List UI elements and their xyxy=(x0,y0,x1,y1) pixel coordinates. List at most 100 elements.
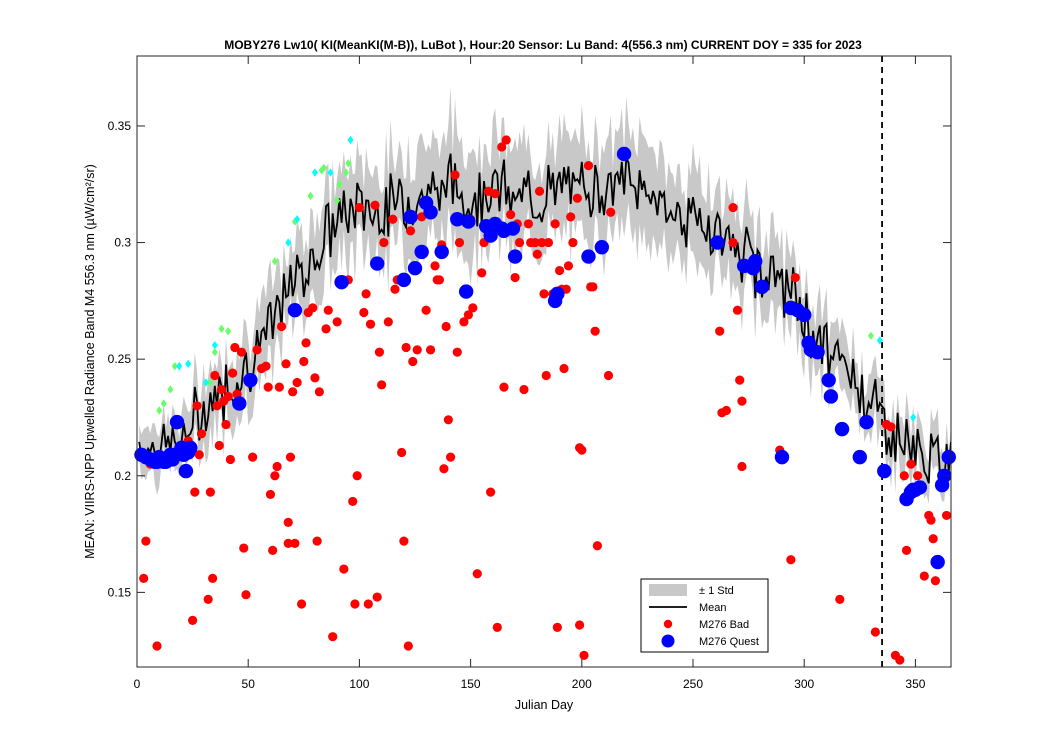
data-point-bad xyxy=(296,599,307,609)
data-point-bad xyxy=(270,471,280,481)
data-point-extra xyxy=(211,340,218,350)
data-point-bad xyxy=(472,569,482,579)
data-point-quest xyxy=(334,275,349,290)
data-point-bad xyxy=(408,356,418,367)
data-point-bad xyxy=(732,305,743,315)
data-point-quest xyxy=(550,286,565,302)
data-point-bad xyxy=(506,209,516,220)
legend: ± 1 Std Mean M276 Bad M276 Quest xyxy=(640,578,769,653)
data-point-bad xyxy=(552,622,562,632)
data-point-bad xyxy=(308,303,318,313)
legend-label: ± 1 Std xyxy=(699,585,734,597)
data-point-bad xyxy=(203,594,213,604)
data-point-extra xyxy=(343,168,350,177)
data-point-bad xyxy=(559,363,569,374)
data-point-bad xyxy=(354,202,365,213)
data-point-quest xyxy=(183,440,198,455)
data-point-extra xyxy=(347,135,354,145)
data-point-quest xyxy=(178,463,194,479)
data-point-bad xyxy=(312,536,322,546)
data-point-bad xyxy=(397,447,407,458)
data-point-quest xyxy=(414,244,429,260)
data-point-bad xyxy=(439,464,449,474)
data-point-bad xyxy=(554,265,565,276)
data-point-quest xyxy=(423,205,438,220)
data-point-extra xyxy=(167,385,174,394)
data-point-bad xyxy=(350,599,360,609)
data-point-bad xyxy=(225,454,236,465)
data-point-bad xyxy=(534,186,545,196)
data-point-bad xyxy=(468,303,478,313)
data-point-quest xyxy=(232,396,247,411)
x-tick-label: 350 xyxy=(905,677,925,691)
data-point-bad xyxy=(443,415,453,425)
data-point-bad xyxy=(421,305,431,315)
data-point-quest xyxy=(821,372,836,388)
points-layer xyxy=(134,135,956,665)
data-point-bad xyxy=(152,641,162,651)
data-point-quest xyxy=(461,214,476,229)
legend-bad-swatch xyxy=(663,619,673,629)
data-point-bad xyxy=(715,326,725,336)
data-point-bad xyxy=(492,622,502,632)
data-point-extra xyxy=(867,331,874,341)
data-point-quest xyxy=(748,254,763,269)
data-point-extra xyxy=(294,215,301,224)
y-tick-label: 0.3 xyxy=(114,236,131,250)
data-point-bad xyxy=(499,382,509,392)
data-point-bad xyxy=(441,321,451,332)
data-point-bad xyxy=(285,452,296,462)
data-point-bad xyxy=(321,324,331,334)
data-point-quest xyxy=(710,235,725,250)
data-point-bad xyxy=(583,161,594,171)
data-point-bad xyxy=(192,401,202,411)
data-point-quest xyxy=(407,261,423,276)
data-point-bad xyxy=(272,461,282,472)
data-point-quest xyxy=(581,249,596,264)
data-point-bad xyxy=(588,282,598,292)
y-tick-label: 0.35 xyxy=(108,119,132,133)
data-point-quest xyxy=(396,272,412,288)
data-point-bad xyxy=(236,347,247,357)
data-point-bad xyxy=(210,370,220,381)
data-point-extra xyxy=(202,378,209,387)
data-point-quest xyxy=(483,228,498,243)
data-point-bad xyxy=(425,345,436,355)
data-point-bad xyxy=(359,307,369,318)
data-point-bad xyxy=(281,359,291,369)
data-point-extra xyxy=(320,163,327,173)
data-point-bad xyxy=(190,487,200,497)
data-point-bad xyxy=(361,289,371,299)
data-point-bad xyxy=(928,534,938,544)
data-point-bad xyxy=(348,496,358,507)
data-point-bad xyxy=(523,219,534,229)
data-point-bad xyxy=(895,655,905,665)
data-point-bad xyxy=(403,641,413,651)
y-tick-label: 0.2 xyxy=(114,469,131,483)
data-point-bad xyxy=(405,226,416,236)
data-point-bad xyxy=(543,237,554,248)
data-point-bad xyxy=(486,487,496,497)
data-point-bad xyxy=(139,573,149,583)
data-point-bad xyxy=(314,387,324,397)
data-point-bad xyxy=(550,219,560,229)
data-point-bad xyxy=(274,382,284,392)
data-point-bad xyxy=(141,536,151,546)
data-point-bad xyxy=(737,461,747,472)
data-point-bad xyxy=(261,361,271,371)
legend-std-swatch xyxy=(649,584,687,596)
y-axis-label: MEAN: VIIRS-NPP Upwelled Radiance Band M… xyxy=(83,164,97,559)
data-point-bad xyxy=(930,576,941,586)
data-point-quest xyxy=(505,221,521,236)
data-point-bad xyxy=(606,207,616,217)
data-point-quest xyxy=(616,146,632,162)
data-point-extra xyxy=(285,238,292,247)
data-point-bad xyxy=(728,202,738,213)
data-point-bad xyxy=(263,382,273,392)
data-point-bad xyxy=(216,384,227,395)
data-point-bad xyxy=(563,261,574,271)
legend-quest-swatch xyxy=(661,634,675,648)
data-point-bad xyxy=(452,347,462,357)
data-point-bad xyxy=(566,212,576,222)
data-point-bad xyxy=(383,317,393,327)
